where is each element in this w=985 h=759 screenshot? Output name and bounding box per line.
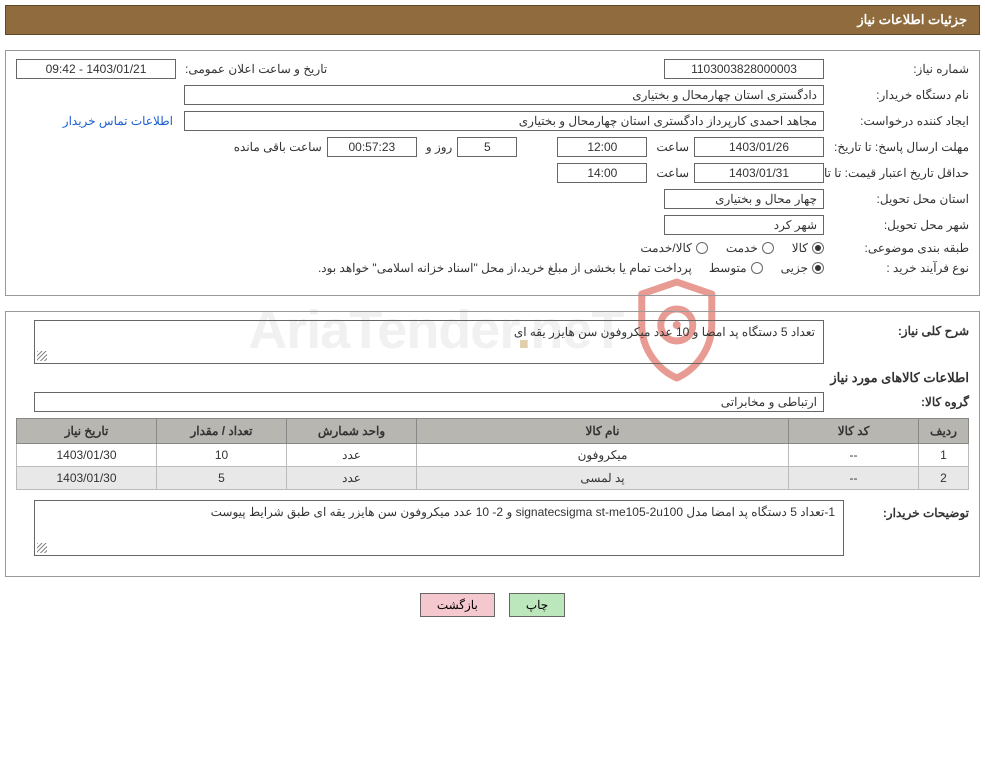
print-button[interactable]: چاپ <box>509 593 565 617</box>
table-cell: عدد <box>287 467 417 490</box>
city-label: شهر محل تحویل: <box>829 218 969 232</box>
validity-date-field: 1403/01/31 <box>694 163 824 183</box>
buyer-org-label: نام دستگاه خریدار: <box>829 88 969 102</box>
province-field: چهار محال و بختیاری <box>664 189 824 209</box>
th-row: ردیف <box>919 419 969 444</box>
group-field: ارتباطی و مخابراتی <box>34 392 824 412</box>
creator-field: مجاهد احمدی کارپرداز دادگستری استان چهار… <box>184 111 824 131</box>
buyer-contact-link[interactable]: اطلاعات تماس خریدار <box>63 114 179 128</box>
th-code: کد کالا <box>789 419 919 444</box>
need-number-label: شماره نیاز: <box>829 62 969 76</box>
back-button[interactable]: بازگشت <box>420 593 495 617</box>
table-cell: عدد <box>287 444 417 467</box>
deadline-label: مهلت ارسال پاسخ: تا تاریخ: <box>829 140 969 154</box>
table-header-row: ردیف کد کالا نام کالا واحد شمارش تعداد /… <box>17 419 969 444</box>
page-title: جزئیات اطلاعات نیاز <box>857 12 967 27</box>
description-panel: شرح کلی نیاز: تعداد 5 دستگاه پد امضا و 1… <box>5 311 980 577</box>
table-cell: 10 <box>157 444 287 467</box>
resize-handle-icon[interactable] <box>37 351 47 361</box>
table-cell: میکروفون <box>417 444 789 467</box>
table-cell: 1403/01/30 <box>17 467 157 490</box>
table-row: 2--پد لمسیعدد51403/01/30 <box>17 467 969 490</box>
deadline-date-field: 1403/01/26 <box>694 137 824 157</box>
group-label: گروه کالا: <box>829 395 969 409</box>
creator-label: ایجاد کننده درخواست: <box>829 114 969 128</box>
remaining-word: ساعت باقی مانده <box>230 140 322 154</box>
category-label: طبقه بندی موضوعی: <box>829 241 969 255</box>
table-cell: -- <box>789 444 919 467</box>
buyer-notes-textarea[interactable]: 1-تعداد 5 دستگاه پد امضا مدل signatecsig… <box>34 500 844 556</box>
validity-time-field: 14:00 <box>557 163 647 183</box>
radio-goods[interactable]: کالا <box>792 241 824 255</box>
page-header: جزئیات اطلاعات نیاز <box>5 5 980 35</box>
th-name: نام کالا <box>417 419 789 444</box>
radio-dot-icon <box>812 262 824 274</box>
need-number-field: 1103003828000003 <box>664 59 824 79</box>
table-cell: 2 <box>919 467 969 490</box>
radio-goods-service[interactable]: کالا/خدمت <box>640 241 707 255</box>
th-date: تاریخ نیاز <box>17 419 157 444</box>
overall-desc-label: شرح کلی نیاز: <box>829 320 969 338</box>
goods-info-title: اطلاعات کالاهای مورد نیاز <box>16 370 969 386</box>
purchase-note: پرداخت تمام یا بخشی از مبلغ خرید،از محل … <box>318 261 704 275</box>
time-word-2: ساعت <box>652 166 689 180</box>
th-unit: واحد شمارش <box>287 419 417 444</box>
province-label: استان محل تحویل: <box>829 192 969 206</box>
announce-label: تاریخ و ساعت اعلان عمومی: <box>181 62 327 76</box>
table-cell: 1 <box>919 444 969 467</box>
overall-desc-textarea[interactable]: تعداد 5 دستگاه پد امضا و 10 عدد میکروفون… <box>34 320 824 364</box>
time-word-1: ساعت <box>652 140 689 154</box>
table-cell: -- <box>789 467 919 490</box>
table-cell: پد لمسی <box>417 467 789 490</box>
days-word: روز و <box>422 140 453 154</box>
radio-dot-icon <box>696 242 708 254</box>
resize-handle-icon[interactable] <box>37 543 47 553</box>
buyer-notes-label: توضیحات خریدار: <box>849 500 969 520</box>
radio-minor[interactable]: جزیی <box>781 261 824 275</box>
table-cell: 5 <box>157 467 287 490</box>
purchase-type-radio-group: جزیی متوسط <box>709 261 824 275</box>
announce-field: 1403/01/21 - 09:42 <box>16 59 176 79</box>
table-row: 1--میکروفونعدد101403/01/30 <box>17 444 969 467</box>
needs-table: ردیف کد کالا نام کالا واحد شمارش تعداد /… <box>16 418 969 490</box>
radio-dot-icon <box>812 242 824 254</box>
radio-dot-icon <box>751 262 763 274</box>
action-buttons: چاپ بازگشت <box>5 593 980 617</box>
th-qty: تعداد / مقدار <box>157 419 287 444</box>
radio-service[interactable]: خدمت <box>726 241 774 255</box>
city-field: شهر کرد <box>664 215 824 235</box>
purchase-type-label: نوع فرآیند خرید : <box>829 261 969 275</box>
buyer-org-field: دادگستری استان چهارمحال و بختیاری <box>184 85 824 105</box>
radio-dot-icon <box>762 242 774 254</box>
table-cell: 1403/01/30 <box>17 444 157 467</box>
deadline-time-field: 12:00 <box>557 137 647 157</box>
radio-medium[interactable]: متوسط <box>709 261 763 275</box>
info-panel: شماره نیاز: 1103003828000003 تاریخ و ساع… <box>5 50 980 296</box>
countdown-field: 00:57:23 <box>327 137 417 157</box>
category-radio-group: کالا خدمت کالا/خدمت <box>640 241 824 255</box>
days-remaining-field: 5 <box>457 137 517 157</box>
validity-label: حداقل تاریخ اعتبار قیمت: تا تاریخ: <box>829 166 969 180</box>
